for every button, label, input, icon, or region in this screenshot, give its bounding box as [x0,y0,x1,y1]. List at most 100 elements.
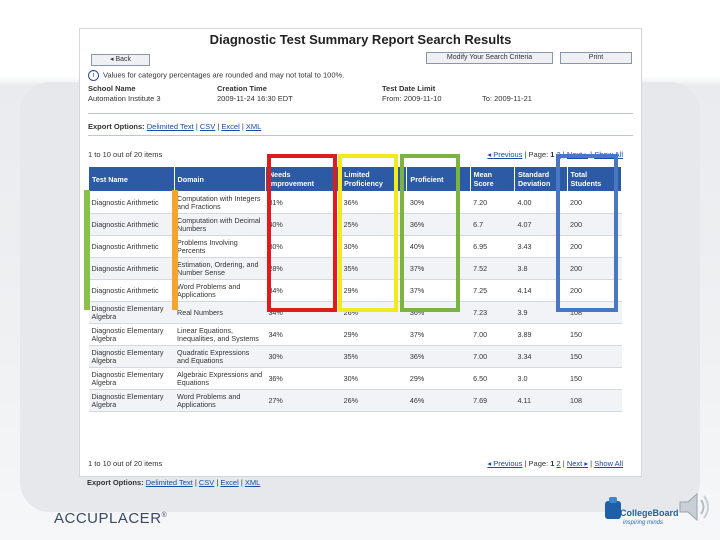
cell-standard-deviation: 4.14 [514,279,568,302]
previous-link[interactable]: ◂ Previous [487,150,523,159]
collegeboard-wordmark: CollegeBoard [620,508,679,518]
creation-time-label: Creation Time [217,84,267,93]
cell-domain: Real Numbers [174,301,266,324]
page-2-link[interactable]: 2 [556,459,561,468]
divider [88,135,633,136]
needs-improvement-highlight [267,154,337,312]
col-domain[interactable]: Domain [173,166,266,192]
table-row: Diagnostic Elementary Algebra Real Number… [88,301,622,324]
table-body: Diagnostic Arithmetic Computation with In… [88,191,622,412]
print-button[interactable]: Print [560,52,632,64]
export-excel-link[interactable]: Excel [220,478,239,487]
table-row: Diagnostic Elementary Algebra Quadratic E… [88,345,622,368]
cell-needs-improvement: 34% [265,301,341,324]
cell-mean-score: 6.50 [470,367,515,390]
cell-mean-score: 7.25 [470,279,515,302]
back-button[interactable]: ◂ Back [91,54,150,66]
cell-test-name: Diagnostic Elementary Algebra [88,345,174,368]
cell-total-students: 200 [567,235,622,258]
cell-limited-proficiency: 30% [340,367,407,390]
export-csv-link[interactable]: CSV [198,478,215,487]
proficient-highlight [400,154,460,312]
table-row: Diagnostic Arithmetic Computation with In… [88,191,622,214]
cell-proficient: 46% [406,389,471,412]
col-mean-score[interactable]: Mean Score [469,166,515,192]
cell-limited-proficiency: 26% [340,301,407,324]
col-total-students[interactable]: Total Students [566,166,623,192]
collegeboard-logo [605,497,621,519]
table-row: Diagnostic Elementary Algebra Algebraic E… [88,367,622,390]
previous-link[interactable]: ◂ Previous [487,459,523,468]
cell-proficient: 30% [406,191,471,214]
cell-test-name: Diagnostic Arithmetic [88,191,174,214]
page-current: 1 [550,459,555,468]
cell-total-students: 200 [567,279,622,302]
cell-total-students: 150 [567,323,622,346]
to-date: To: 2009-11-21 [482,94,532,103]
cell-proficient: 36% [406,301,471,324]
export-csv-link[interactable]: CSV [199,122,216,131]
export-options-bottom: Export Options: Delimited Text | CSV | E… [87,478,261,487]
school-name-label: School Name [88,84,136,93]
next-link[interactable]: Next ▸ [566,459,589,468]
cell-test-name: Diagnostic Elementary Algebra [88,389,174,412]
cell-needs-improvement: 27% [265,389,341,412]
report-window: Diagnostic Test Summary Report Search Re… [79,28,642,477]
cell-limited-proficiency: 29% [340,323,407,346]
cell-proficient: 36% [406,213,471,236]
pager-bottom: 1 to 10 out of 20 items ◂ Previous | Pag… [88,459,623,468]
cell-domain: Word Problems and Applications [174,279,266,302]
divider [88,113,633,114]
cell-needs-improvement: 34% [265,279,341,302]
cell-proficient: 29% [406,367,471,390]
table-row: Diagnostic Arithmetic Problems Involving … [88,235,622,258]
info-icon: i [88,70,99,81]
export-delimited-link[interactable]: Delimited Text [145,478,193,487]
cell-total-students: 108 [567,301,622,324]
show-all-link[interactable]: Show All [594,459,623,468]
cell-total-students: 150 [567,345,622,368]
creation-time-value: 2009-11-24 16:30 EDT [217,94,293,103]
table-row: Diagnostic Elementary Algebra Linear Equa… [88,323,622,346]
cell-test-name: Diagnostic Arithmetic [88,279,174,302]
cell-needs-improvement: 36% [265,367,341,390]
page-title: Diagnostic Test Summary Report Search Re… [209,32,512,47]
export-xml-link[interactable]: XML [245,122,262,131]
collegeboard-acorn-icon [605,501,621,519]
speaker-icon[interactable] [674,487,714,527]
cell-proficient: 37% [406,257,471,280]
cell-total-students: 200 [567,191,622,214]
school-name-value: Automation Institute 3 [88,94,161,103]
cell-limited-proficiency: 35% [340,345,407,368]
results-table: Test Name Domain Needs Improvement Limit… [88,166,623,412]
cell-mean-score: 7.20 [470,191,515,214]
export-xml-link[interactable]: XML [244,478,261,487]
cell-mean-score: 7.69 [470,389,515,412]
cell-mean-score: 7.52 [470,257,515,280]
cell-total-students: 150 [567,367,622,390]
domain-marker-bar [172,190,178,310]
back-arrow-icon: ◂ [109,56,116,63]
export-excel-link[interactable]: Excel [221,122,240,131]
cell-standard-deviation: 4.00 [514,191,568,214]
cell-proficient: 37% [406,323,471,346]
cell-test-name: Diagnostic Arithmetic [88,257,174,280]
accuplacer-logo: ACCUPLACER® [54,510,168,527]
cell-total-students: 108 [567,389,622,412]
cell-standard-deviation: 4.11 [514,389,568,412]
col-test-name[interactable]: Test Name [88,166,175,192]
cell-proficient: 37% [406,279,471,302]
export-delimited-link[interactable]: Delimited Text [146,122,194,131]
cell-needs-improvement: 31% [265,191,341,214]
cell-test-name: Diagnostic Arithmetic [88,213,174,236]
cell-needs-improvement: 34% [265,323,341,346]
cell-standard-deviation: 3.89 [514,323,568,346]
test-name-marker-bar [84,190,90,310]
cell-proficient: 36% [406,345,471,368]
cell-limited-proficiency: 26% [340,389,407,412]
export-options-top: Export Options: Delimited Text | CSV | E… [88,122,262,131]
cell-test-name: Diagnostic Elementary Algebra [88,323,174,346]
cell-domain: Computation with Integers and Fractions [174,191,266,214]
modify-search-button[interactable]: Modify Your Search Criteria [426,52,553,64]
col-needs-improvement[interactable]: Needs Improvement [264,166,342,192]
